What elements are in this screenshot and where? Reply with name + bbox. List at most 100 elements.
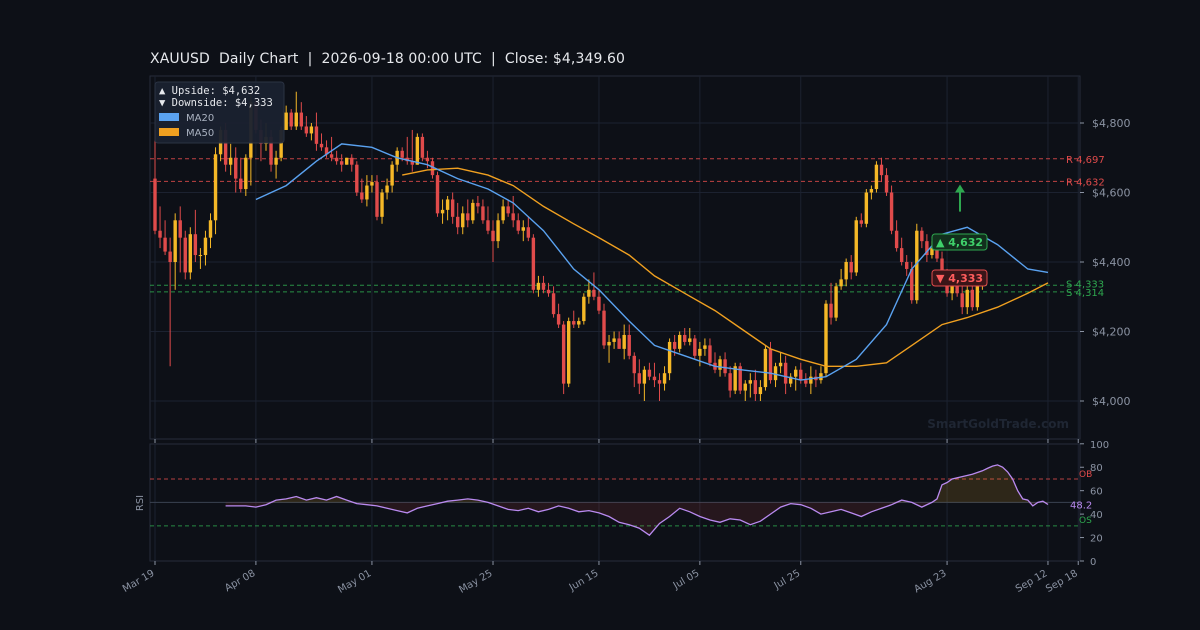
candle-body <box>799 369 803 381</box>
candle-body <box>940 258 944 276</box>
candle-body <box>435 175 440 214</box>
candle-body <box>688 338 692 342</box>
candle-body <box>511 213 515 221</box>
candle-body <box>566 321 571 384</box>
candle-body <box>748 380 753 384</box>
candle-body <box>854 220 858 273</box>
candle-body <box>960 293 964 308</box>
candle-body <box>915 230 919 301</box>
x-tick-label: Aug 23 <box>912 568 948 595</box>
rsi-tick-label: 60 <box>1090 487 1103 498</box>
candle-body <box>612 338 616 342</box>
candle-body <box>506 206 510 214</box>
candle-body <box>228 157 233 165</box>
candle-body <box>839 279 843 287</box>
rsi-tick-label: 80 <box>1090 463 1103 474</box>
candle-body <box>440 209 445 214</box>
candle-body <box>637 373 642 384</box>
x-tick-label: Sep 18 <box>1044 568 1080 595</box>
candle-body <box>299 112 304 127</box>
x-tick-label: May 01 <box>336 568 373 596</box>
candle-body <box>829 303 833 318</box>
candle-body <box>334 157 339 162</box>
legend-swatch-ma50 <box>159 128 179 136</box>
candle-body <box>481 206 485 221</box>
x-tick-label: May 25 <box>457 568 494 596</box>
candle-body <box>783 362 788 384</box>
y-tick-label: $4,800 <box>1092 117 1131 130</box>
candle-body <box>708 345 712 363</box>
candle-body <box>158 230 162 238</box>
candle-body <box>905 262 909 269</box>
candle-body <box>587 289 591 297</box>
candle-body <box>420 136 425 158</box>
candle-body <box>693 338 697 356</box>
candle-body <box>935 248 939 259</box>
candle-body <box>461 213 465 228</box>
candle-body <box>743 383 747 391</box>
candle-body <box>319 143 324 148</box>
candle-body <box>622 334 626 349</box>
candle-body <box>683 334 687 342</box>
rsi-last-value: 48.2 <box>1070 501 1092 512</box>
candle-body <box>824 303 828 374</box>
candle-body <box>289 112 293 127</box>
candle-body <box>456 216 460 228</box>
candle-body <box>188 234 193 273</box>
candle-body <box>809 376 813 384</box>
candle-body <box>955 286 959 294</box>
candle-body <box>380 192 384 217</box>
candle-body <box>930 248 934 256</box>
candle-body <box>385 185 389 193</box>
y-tick-label: $4,200 <box>1092 326 1131 339</box>
candle-body <box>879 164 884 176</box>
candle-body <box>491 230 495 242</box>
candle-body <box>339 161 344 165</box>
candle-body <box>284 112 288 130</box>
candle-body <box>183 237 187 273</box>
info-box <box>154 81 285 144</box>
candle-body <box>910 268 914 301</box>
candle-body <box>572 321 576 325</box>
candle-body <box>203 237 208 256</box>
candle-body <box>804 380 808 384</box>
candle-body <box>223 129 228 165</box>
candle-body <box>516 220 520 231</box>
candle-body <box>531 237 536 290</box>
candle-body <box>602 310 606 346</box>
candle-body <box>703 345 707 349</box>
candle-body <box>445 199 450 210</box>
candle-body <box>970 289 974 308</box>
candle-body <box>294 112 298 127</box>
candle-body <box>627 334 631 356</box>
candle-body <box>324 147 329 155</box>
legend-swatch-ma20 <box>159 113 179 121</box>
candle-body <box>208 220 213 238</box>
candle-body <box>642 369 647 384</box>
candle-body <box>430 161 435 176</box>
candle-body <box>662 373 667 384</box>
candle-body <box>647 369 652 377</box>
candle-body <box>234 157 238 179</box>
candle-body <box>551 293 556 315</box>
x-tick-label: Mar 19 <box>121 568 157 595</box>
candle-body <box>355 164 359 193</box>
candle-body <box>677 334 682 349</box>
ma20-line <box>255 143 1049 381</box>
rsi-tick-label: 0 <box>1090 557 1096 568</box>
candle-body <box>239 178 243 190</box>
info-downside: ▼ Downside: $4,333 <box>159 97 273 109</box>
candle-body <box>168 251 172 262</box>
candle-body <box>390 164 394 186</box>
legend-label-ma50: MA50 <box>186 128 214 139</box>
candle-body <box>788 376 793 384</box>
candle-body <box>698 348 702 356</box>
candle-body <box>213 154 218 221</box>
candle-body <box>738 366 742 391</box>
candle-body <box>314 126 319 144</box>
candle-body <box>834 286 838 318</box>
candle-body <box>561 324 566 384</box>
candle-body <box>526 227 531 238</box>
candle-body <box>794 369 798 377</box>
candle-body <box>773 366 778 381</box>
